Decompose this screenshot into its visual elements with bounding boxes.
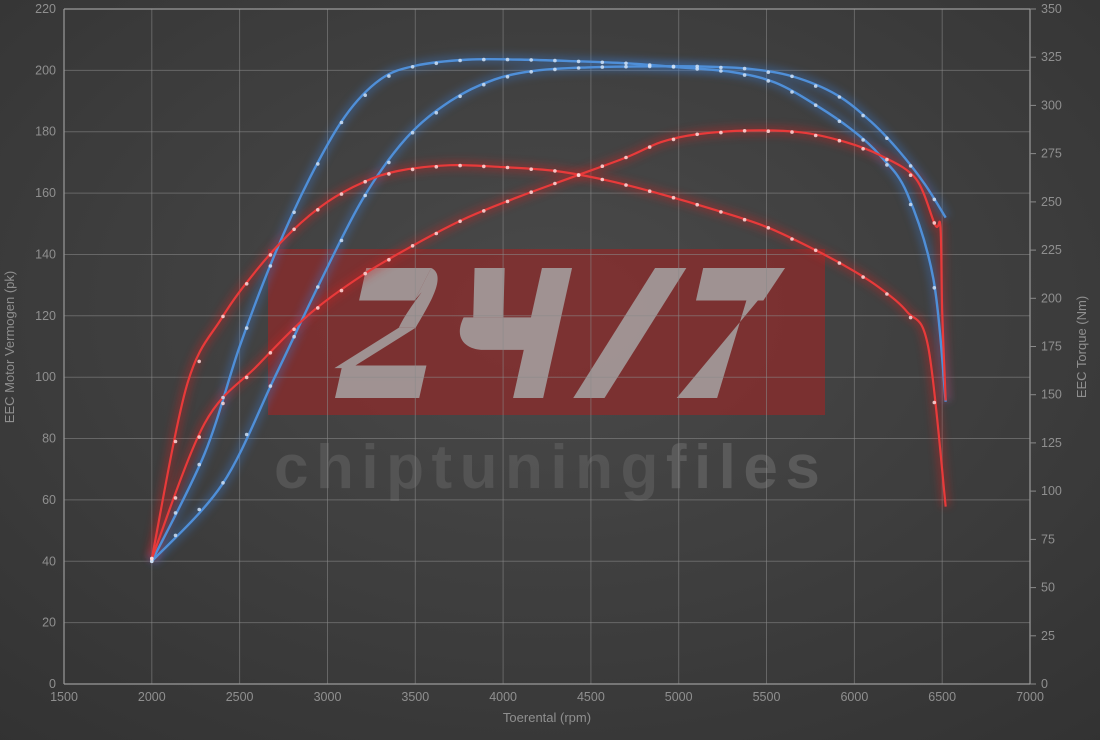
svg-text:220: 220: [35, 2, 56, 16]
svg-text:275: 275: [1041, 147, 1062, 161]
svg-text:4000: 4000: [489, 690, 517, 704]
svg-text:6500: 6500: [928, 690, 956, 704]
svg-text:4500: 4500: [577, 690, 605, 704]
svg-text:200: 200: [35, 63, 56, 77]
svg-text:2000: 2000: [138, 690, 166, 704]
svg-text:325: 325: [1041, 50, 1062, 64]
svg-text:120: 120: [35, 309, 56, 323]
svg-text:5500: 5500: [753, 690, 781, 704]
svg-text:250: 250: [1041, 195, 1062, 209]
svg-text:chiptuningfiles: chiptuningfiles: [274, 433, 827, 502]
svg-text:225: 225: [1041, 243, 1062, 257]
svg-text:100: 100: [35, 370, 56, 384]
svg-text:EEC Motor Vermogen (pk): EEC Motor Vermogen (pk): [2, 271, 17, 423]
svg-text:300: 300: [1041, 98, 1062, 112]
svg-text:6000: 6000: [840, 690, 868, 704]
svg-text:150: 150: [1041, 388, 1062, 402]
svg-text:350: 350: [1041, 2, 1062, 16]
svg-text:80: 80: [42, 432, 56, 446]
svg-text:0: 0: [1041, 677, 1048, 691]
svg-text:160: 160: [35, 186, 56, 200]
svg-text:2500: 2500: [226, 690, 254, 704]
svg-text:175: 175: [1041, 340, 1062, 354]
svg-text:1500: 1500: [50, 690, 78, 704]
svg-text:3000: 3000: [314, 690, 342, 704]
svg-text:5000: 5000: [665, 690, 693, 704]
svg-text:0: 0: [49, 677, 56, 691]
svg-text:60: 60: [42, 493, 56, 507]
svg-text:100: 100: [1041, 484, 1062, 498]
svg-text:EEC Torque (Nm): EEC Torque (Nm): [1074, 296, 1089, 398]
svg-text:25: 25: [1041, 629, 1055, 643]
svg-text:40: 40: [42, 554, 56, 568]
svg-text:75: 75: [1041, 532, 1055, 546]
svg-text:200: 200: [1041, 291, 1062, 305]
svg-text:3500: 3500: [401, 690, 429, 704]
svg-text:20: 20: [42, 616, 56, 630]
svg-text:50: 50: [1041, 581, 1055, 595]
svg-text:Toerental (rpm): Toerental (rpm): [503, 710, 591, 725]
svg-text:125: 125: [1041, 436, 1062, 450]
svg-text:7000: 7000: [1016, 690, 1044, 704]
svg-text:180: 180: [35, 125, 56, 139]
svg-text:140: 140: [35, 248, 56, 262]
